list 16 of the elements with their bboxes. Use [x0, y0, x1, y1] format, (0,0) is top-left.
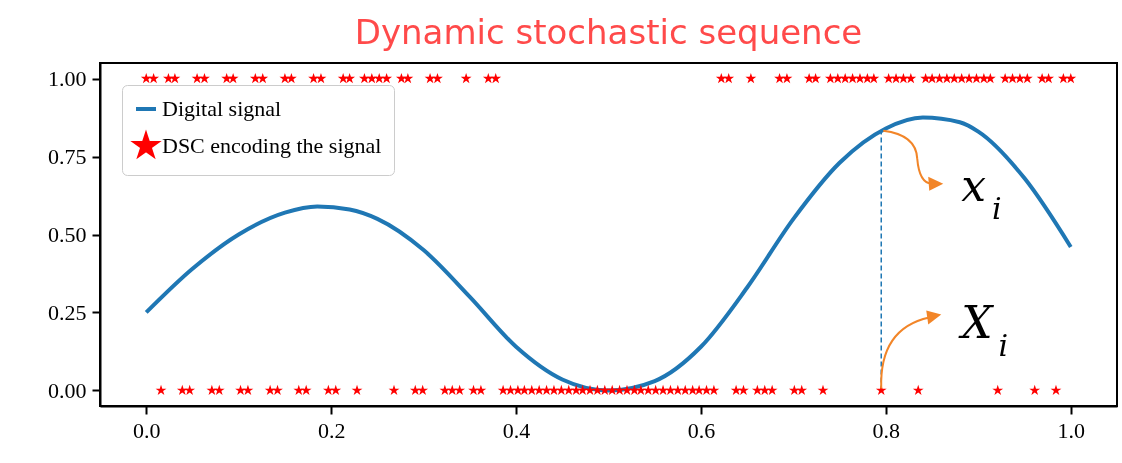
x-tick-label: 0.8 — [872, 417, 901, 443]
y-tick-label: 0.25 — [48, 299, 87, 325]
y-tick-label: 1.00 — [48, 66, 87, 92]
x-tick-label: 0.0 — [132, 417, 161, 443]
y-tick-label: 0.75 — [48, 144, 87, 170]
x-tick-label: 0.4 — [502, 417, 531, 443]
y-tick-label: 0.00 — [48, 377, 87, 403]
x-tick-label: 0.2 — [317, 417, 346, 443]
annotation: x$_{i}$ — [961, 159, 1002, 226]
x-tick-label: 1.0 — [1057, 417, 1086, 443]
chart-title: Dynamic stochastic sequence — [354, 12, 863, 52]
legend-label: DSC encoding the signal — [162, 133, 382, 158]
y-tick-label: 0.50 — [48, 222, 87, 247]
x-tick-label: 0.6 — [687, 417, 716, 443]
annotation: X$_{i}$ — [958, 297, 1009, 363]
legend-label: Digital signal — [162, 96, 282, 121]
